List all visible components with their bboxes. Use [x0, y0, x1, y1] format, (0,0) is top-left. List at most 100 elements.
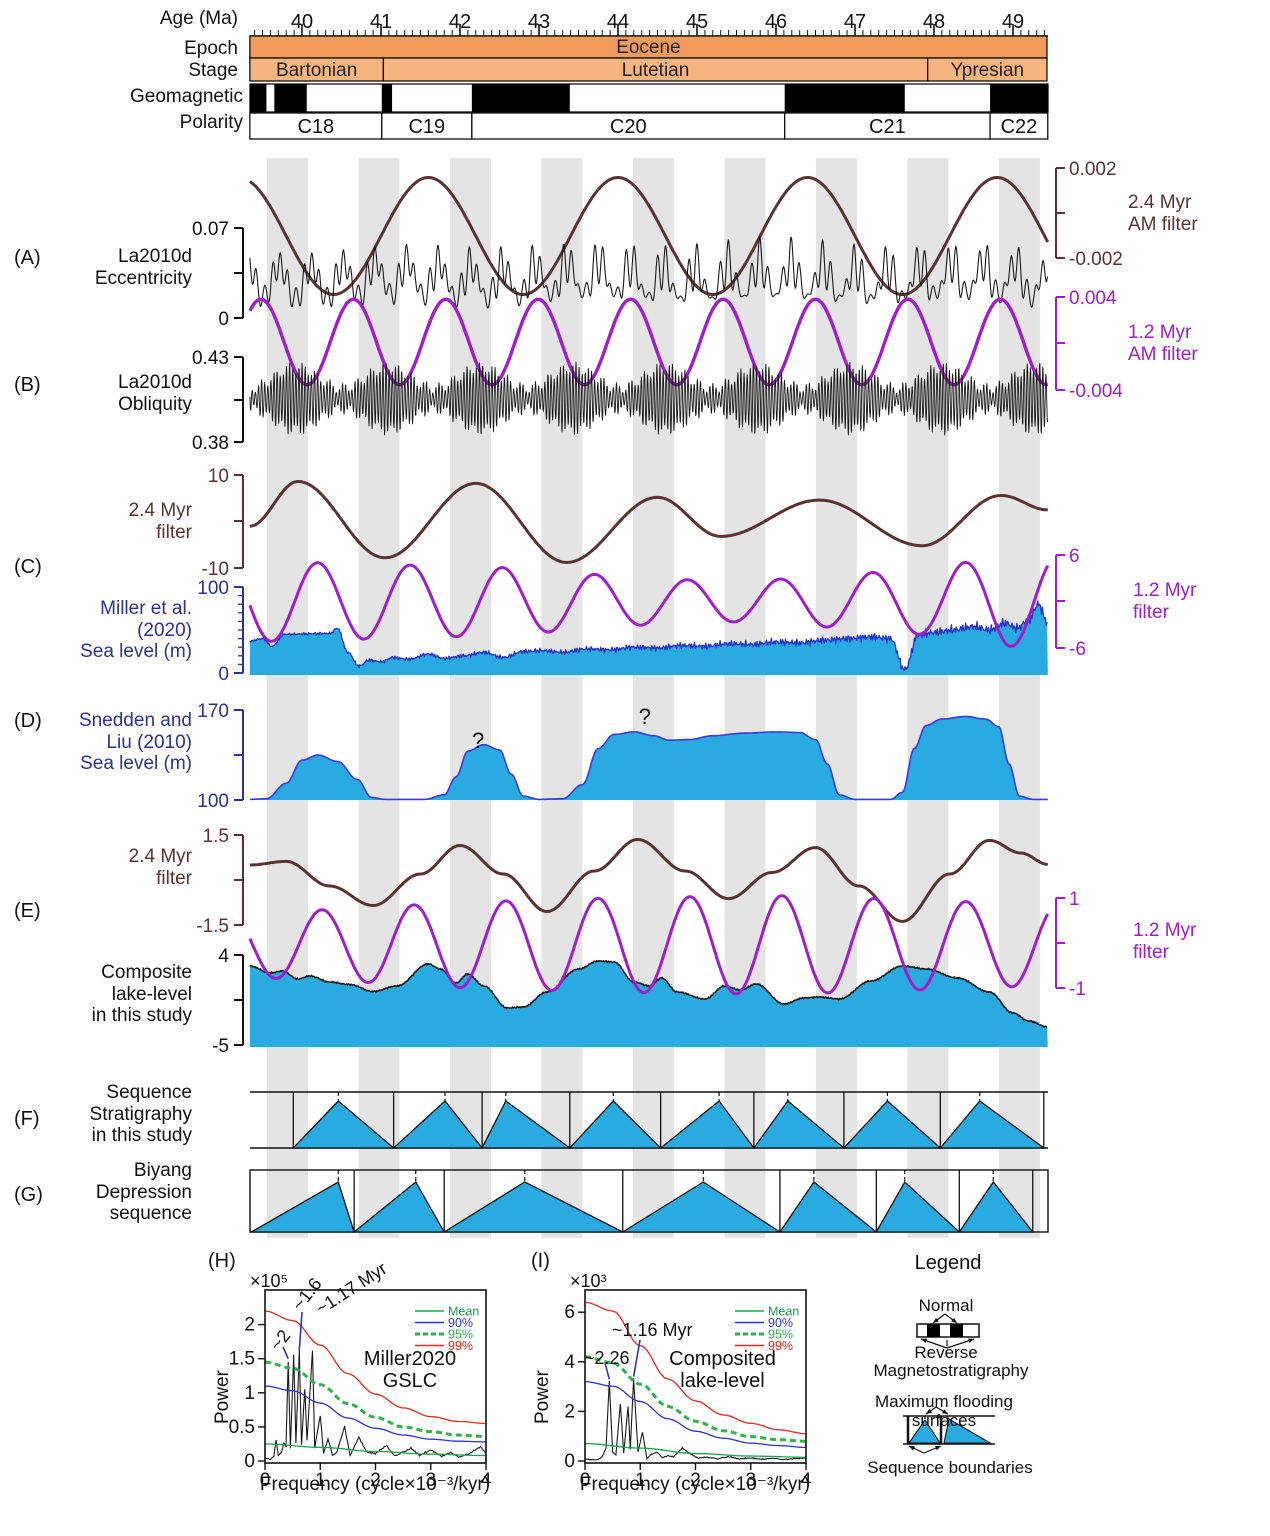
spec-y-tick-label: 0.5: [229, 1417, 255, 1438]
chron-label: C19: [408, 116, 445, 138]
axis-tick-label: 6: [1069, 546, 1080, 567]
stage-name: Ypresian: [951, 60, 1025, 81]
g-sequence-triangle: [875, 1180, 961, 1233]
h-xlabel: Frequency (cycle×10⁻³/kyr): [259, 1474, 491, 1495]
legend-normal-arrow-head: [933, 1317, 939, 1323]
legend-normal-label: Normal: [918, 1296, 974, 1315]
g-sequence-triangle: [778, 1181, 879, 1233]
i-peak-pointer: [632, 1339, 641, 1377]
g-sequence-triangle: [248, 1181, 355, 1233]
panel-d-label: Snedden and Liu (2010) Sea level (m): [78, 710, 192, 774]
chron-label: C18: [297, 116, 334, 138]
a-am12-line: [248, 297, 1049, 387]
stage-row-label: Stage: [188, 60, 238, 81]
i-confidence-Mean-line: [584, 1442, 806, 1458]
g-sequence-triangle: [958, 1180, 1035, 1233]
age-tick-label: 40: [291, 11, 313, 33]
age-tick-label: 44: [607, 11, 629, 33]
polarity-normal-block: [784, 84, 905, 112]
panel-b-tag: (B): [14, 374, 41, 396]
grey-band: [632, 158, 674, 1238]
polarity-normal-block: [274, 84, 307, 112]
grey-band: [267, 158, 308, 1238]
spec-legend-label: 90%: [768, 1316, 793, 1330]
age-tick-label: 49: [1002, 11, 1024, 33]
spec-x-tick-label: 0: [580, 1470, 591, 1491]
grey-band: [907, 158, 949, 1238]
right-c-filter12-label: 1.2 Myr filter: [1133, 580, 1197, 623]
spec-x-tick-label: 4: [481, 1470, 492, 1491]
f-sequence-triangle: [481, 1100, 572, 1149]
spec-legend-label: 90%: [448, 1316, 473, 1330]
age-tick-label: 43: [528, 11, 550, 33]
right-am24-label: 2.4 Myr AM filter: [1128, 192, 1198, 235]
spec-legend-label: Mean: [768, 1305, 799, 1319]
spec-legend-label: 99%: [448, 1339, 473, 1353]
panel-c-tag: (C): [14, 556, 42, 578]
axis-tick-label: 0: [218, 664, 229, 685]
f-sequence-triangle: [391, 1100, 484, 1149]
axis-tick-label: -0.004: [1069, 381, 1123, 402]
grey-band: [541, 158, 583, 1238]
c-miller-fill: [249, 601, 1048, 675]
e-lake-level-fill: [249, 960, 1048, 1047]
spec-y-tick-label: 1: [244, 1383, 255, 1404]
age-tick-label: 48: [923, 11, 945, 33]
chron-label: C20: [610, 116, 647, 138]
g-sequence-triangle: [441, 1181, 623, 1233]
i-confidence-90%-line: [584, 1380, 807, 1449]
spec-y-tick-label: 4: [564, 1352, 575, 1373]
panel-f-label: Sequence Stratigraphy in this study: [89, 1082, 192, 1146]
chron-box: [784, 112, 991, 140]
axis-tick-label: 100: [197, 791, 229, 812]
i-peak-label-226: ~2.26: [584, 1348, 630, 1368]
axis-tick-label: 100: [197, 578, 229, 599]
spec-y-tick-label: 2: [244, 1315, 255, 1336]
i-title: Composited lake-level: [669, 1348, 776, 1392]
polarity-normal-block: [990, 84, 1048, 112]
panel-e-tag: (E): [14, 900, 41, 922]
panel-h-tag: (H): [208, 1250, 236, 1272]
i-ylabel: Power: [532, 1370, 553, 1424]
chron-box: [249, 112, 383, 140]
f-sequence-triangle: [752, 1100, 846, 1149]
g-sequence-triangle: [620, 1181, 783, 1233]
legend-normal-block: [927, 1324, 940, 1337]
spec-legend-label: 95%: [768, 1328, 793, 1342]
h-ylabel: Power: [212, 1370, 233, 1424]
geomagnetic-row-label: Geomagnetic: [129, 86, 243, 107]
i-confidence-99%-line: [584, 1301, 807, 1435]
i-peak-label-116: ~1.16 Myr: [612, 1320, 693, 1340]
f-sequence-triangle: [938, 1100, 1046, 1149]
d-snedden-line: [249, 715, 1048, 801]
chron-box: [989, 112, 1049, 140]
spec-y-tick-label: 0: [244, 1451, 255, 1472]
h-confidence-99%-line: [264, 1310, 487, 1425]
legend-seq-triangle: [943, 1418, 993, 1444]
panel-g-label: Biyang Depression sequence: [95, 1160, 192, 1224]
spec-legend-label: 95%: [448, 1328, 473, 1342]
g-sequence-triangle: [352, 1181, 446, 1233]
e-lake-level-line: [249, 959, 1048, 1029]
d-question-mark: ?: [639, 704, 651, 729]
axis-tick-label: 1.5: [203, 826, 229, 847]
chron-box: [471, 112, 786, 140]
grey-band: [815, 158, 857, 1238]
spec-x-tick-label: 2: [370, 1470, 381, 1491]
panel-g-tag: (G): [14, 1184, 43, 1206]
grey-band: [358, 158, 400, 1238]
i-peak-pointer: [604, 1362, 611, 1380]
epoch-row-label: Epoch: [184, 38, 238, 59]
e-filter12-line: [248, 894, 1050, 996]
legend-normal-arrow-head: [951, 1317, 957, 1323]
legend-mfs-arrow-head: [942, 1409, 948, 1414]
grey-band: [450, 158, 491, 1238]
age-tick-label: 46: [765, 11, 787, 33]
legend-magneto-bar: [916, 1323, 980, 1338]
right-e-filter12-label: 1.2 Myr filter: [1133, 920, 1197, 963]
h-peak-pointer: [298, 1311, 303, 1351]
legend-mfs-arrow-head: [926, 1408, 932, 1414]
polarity-normal-block: [471, 84, 570, 112]
legend-sb-arrow-head: [909, 1446, 915, 1451]
